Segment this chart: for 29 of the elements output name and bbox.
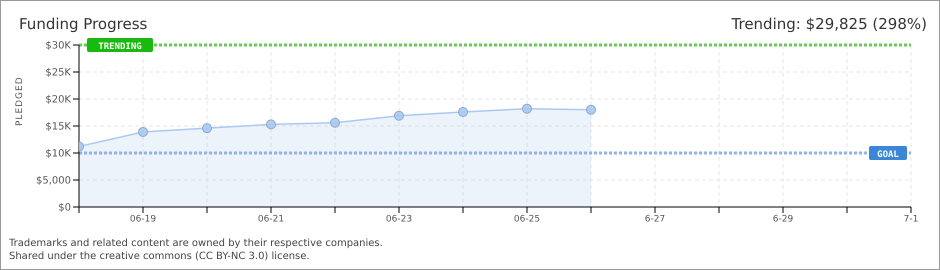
y-tick-label: $20K [45,94,72,106]
y-axis-title: PLEDGED [15,76,26,126]
y-tick-label: $30K [45,40,72,52]
y-tick-label: $5,000 [36,176,71,187]
y-tick-label: $15K [45,122,72,133]
chart-subtitle: Trending: $29,825 (298%) [732,15,927,33]
x-tick-label: 06-23 [386,214,412,224]
point [394,110,404,121]
point [522,104,532,114]
ref-line-label: TRENDING [98,42,142,52]
point [458,106,468,117]
ref-line-label: GOAL [877,150,900,160]
point [586,104,596,115]
x-tick-label: 06-21 [258,214,284,224]
point [330,118,340,128]
y-tick-label: $0 [58,202,71,214]
x-tick-label: 06-25 [514,214,540,224]
x-tick-label: 6-29 [772,214,794,224]
text: Trademarks and related content are owned by their respective companies. [9,237,383,250]
x-tick-label: 06-19 [130,214,156,224]
x-tick-label: 6-27 [644,214,666,224]
text: Shared under the creative commons (CC BY-NC 3.0) license. [9,250,311,263]
point [266,119,276,130]
chart-title: Funding Progress [19,15,148,33]
point [202,123,212,134]
y-tick-label: $10K [45,148,72,160]
x-tick-label: 7-1 [904,214,918,224]
y-tick-label: $25K [45,68,72,79]
point [138,126,148,137]
